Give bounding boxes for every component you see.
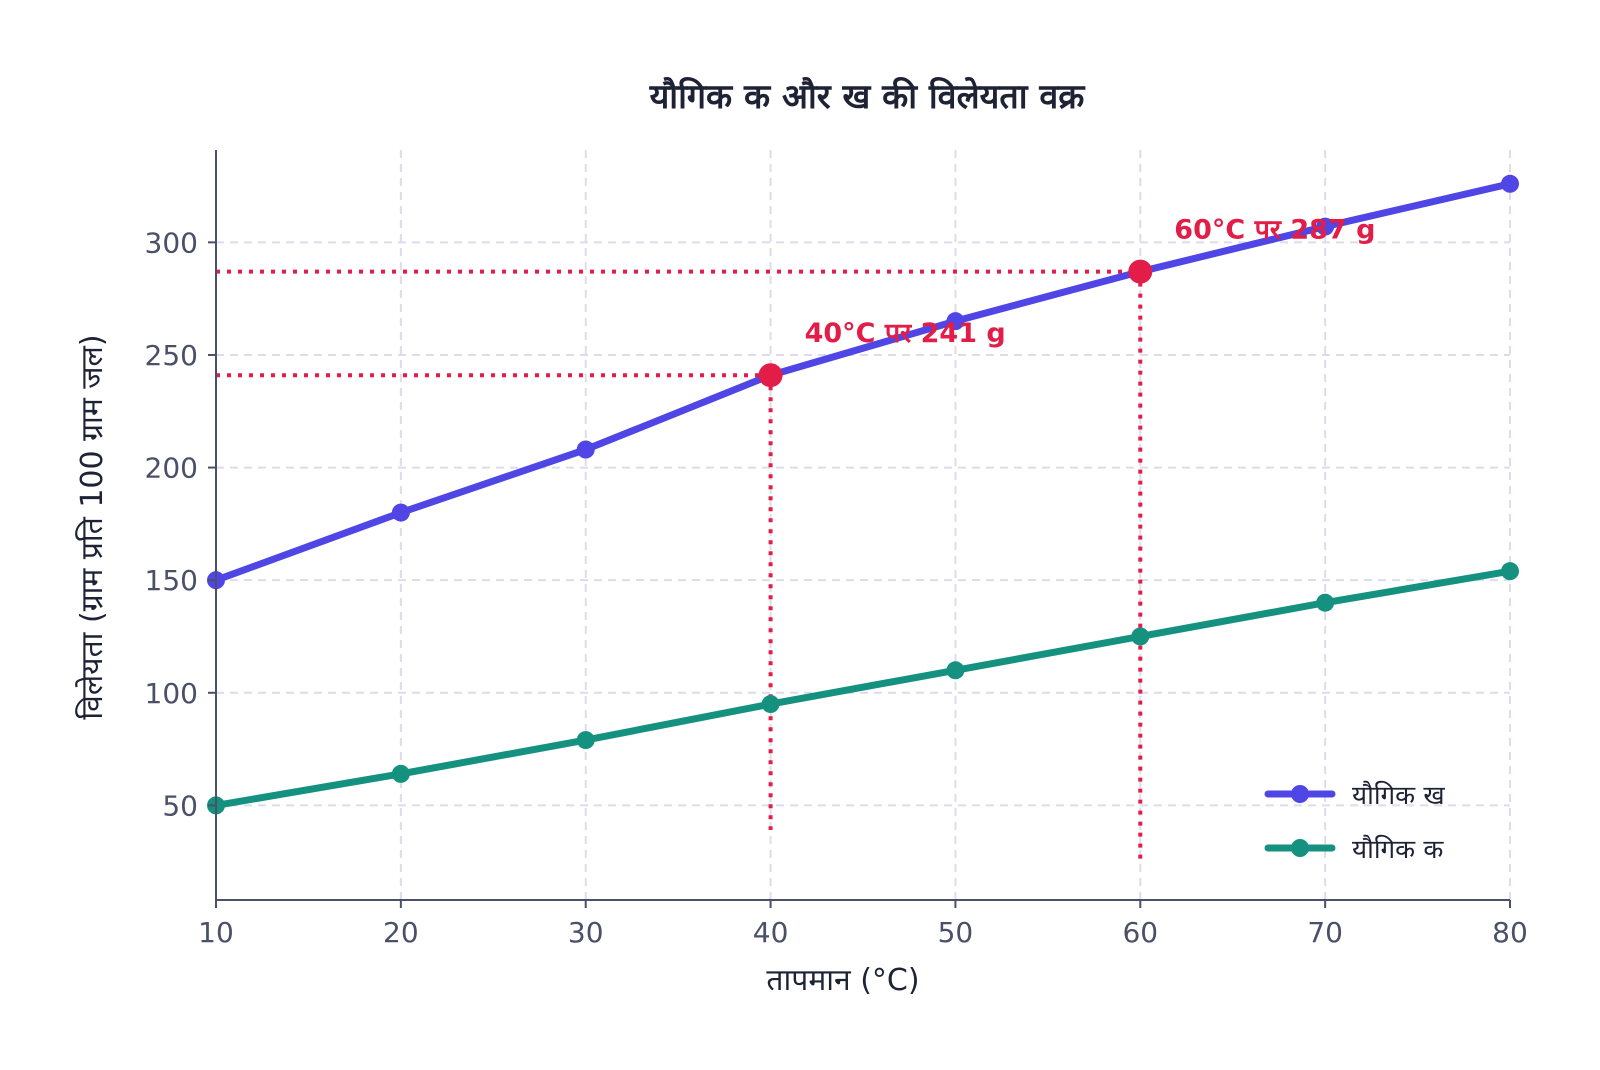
x-tick-label: 70 [1307,916,1343,949]
data-point [1316,217,1335,236]
annotation-marker [758,363,783,388]
annotation-guides [216,269,1143,865]
legend-marker [1291,839,1309,857]
legend: यौगिक ख यौगिक क [1264,780,1445,865]
x-axis-label: तापमान (°C) [766,963,919,998]
legend-label: यौगिक ख [1352,780,1445,811]
data-point [391,764,410,783]
y-tick-label: 50 [162,789,198,822]
annotations: 40°C पर 241 g 60°C पर 287 g [758,215,1375,388]
axes: 10 20 30 40 50 60 70 80 50 100 150 200 250 300 [145,150,1528,949]
x-tick-label: 20 [383,916,419,949]
x-tick-label: 30 [568,916,604,949]
y-tick-label: 200 [145,452,198,485]
grid [216,150,1511,900]
data-point [576,440,595,459]
chart-title: यौगिक क और ख की विलेयता वक्र [649,76,1087,117]
annotation-label: 60°C पर 287 g [1174,215,1375,246]
y-tick-label: 100 [145,677,198,710]
x-tick-label: 80 [1492,916,1528,949]
legend-marker [1291,785,1309,803]
x-tick-label: 60 [1122,916,1158,949]
y-axis-label: विलेयता (ग्राम प्रति 100 ग्राम जल) [75,334,110,719]
data-point [1501,562,1519,581]
data-point [946,312,965,331]
data-point [576,731,595,750]
data-point [761,695,780,714]
series-line-1 [212,180,1514,584]
legend-label: यौगिक क [1352,834,1444,865]
y-tick-label: 300 [145,226,198,259]
x-tick-label: 10 [198,916,234,949]
annotation-label: 40°C पर 241 g [805,318,1006,349]
x-tick-label: 50 [938,916,974,949]
data-point [1131,627,1150,646]
data-point [1316,593,1335,612]
x-tick-label: 40 [753,916,789,949]
series-line-2 [212,567,1514,809]
data-point [1501,174,1519,193]
annotation-marker [1128,259,1153,284]
y-tick-label: 250 [145,339,198,372]
data-point [946,661,965,680]
y-tick-label: 150 [145,564,198,597]
data-point [391,503,410,522]
